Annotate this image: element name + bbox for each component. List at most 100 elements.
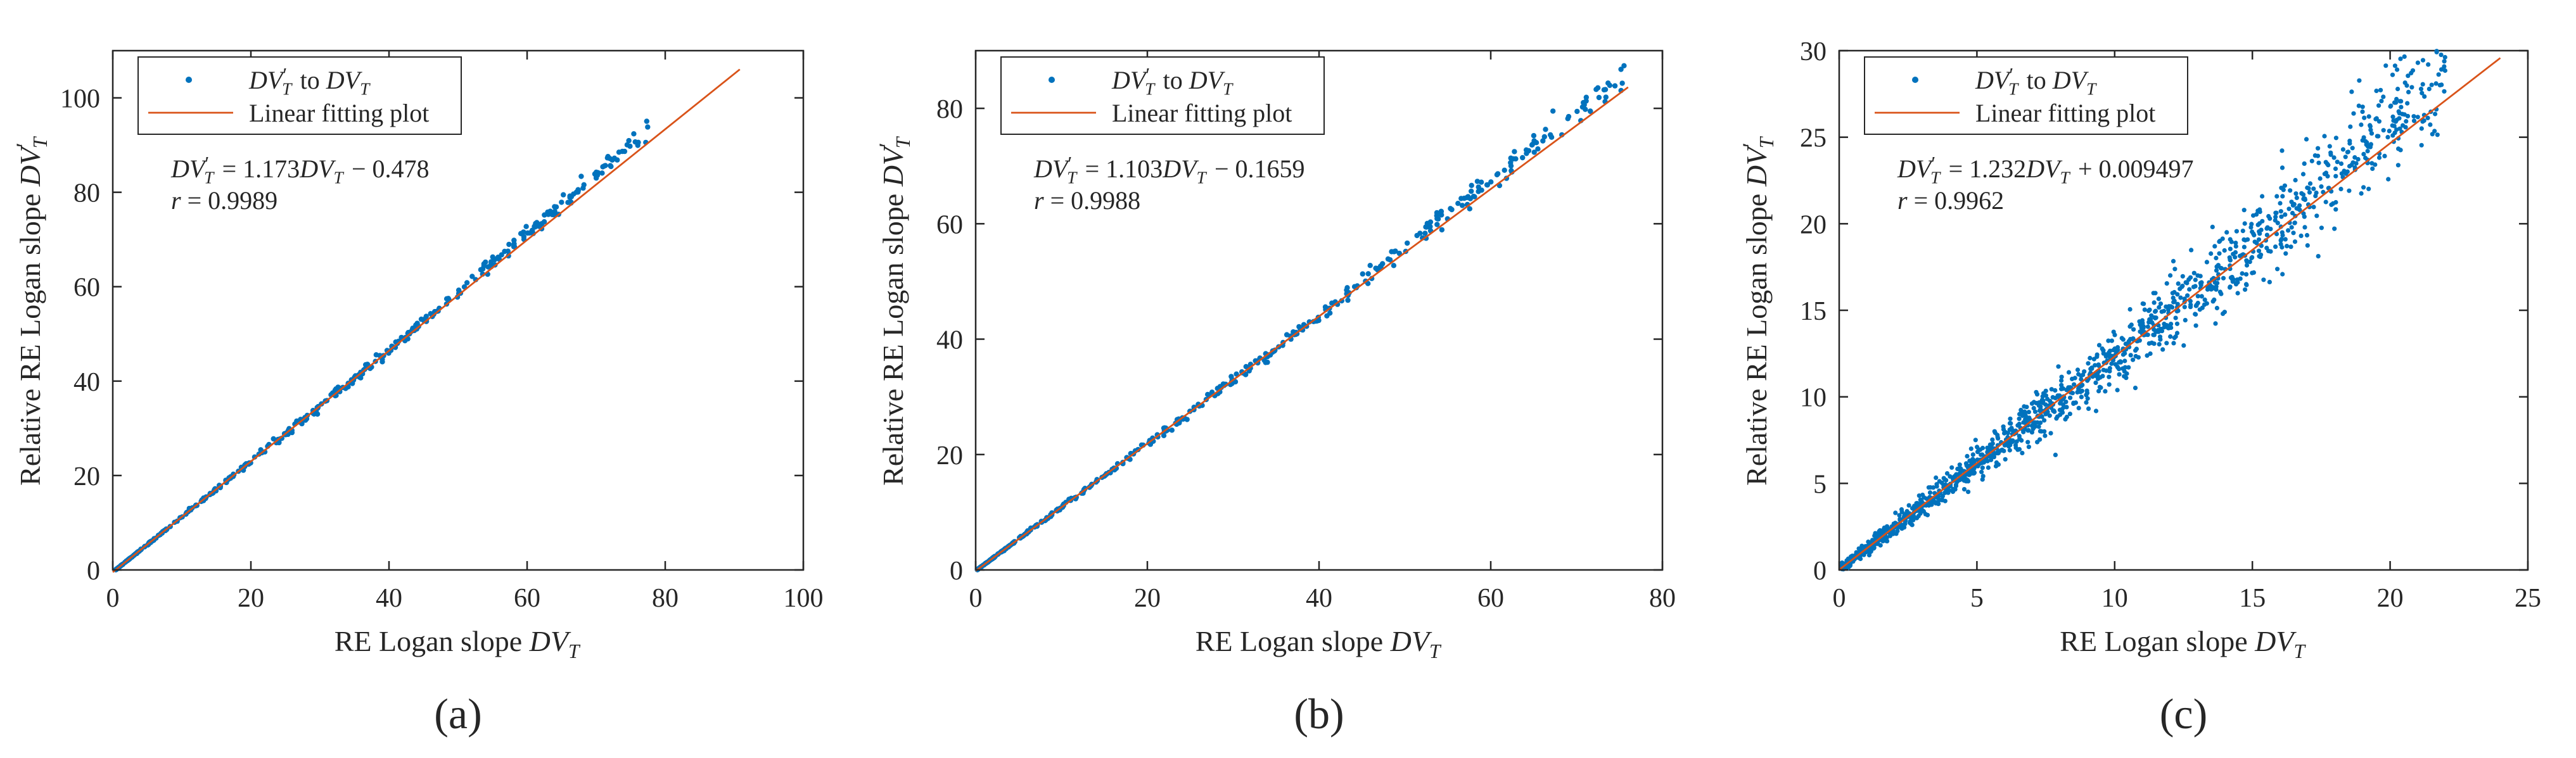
data-point [2133, 348, 2138, 353]
data-point [2395, 163, 2401, 168]
data-point [1923, 512, 1928, 517]
data-point [2177, 286, 2183, 291]
y-tick-label: 100 [60, 85, 100, 114]
legend: DV′ T to DVT Linear fitting plot [1000, 56, 1325, 135]
data-point [2399, 104, 2404, 110]
data-point [2111, 348, 2116, 353]
data-point [2383, 63, 2388, 68]
data-point [2053, 452, 2058, 458]
data-point [1469, 188, 1474, 194]
data-point [1228, 374, 1234, 379]
data-point [2279, 186, 2284, 191]
data-point [2240, 229, 2245, 234]
data-point [2035, 439, 2040, 445]
data-point [2348, 124, 2353, 129]
data-point [1946, 490, 1951, 495]
x-tick-label: 80 [1649, 584, 1676, 613]
data-point [2267, 279, 2272, 284]
data-point [2280, 148, 2285, 153]
data-point [2075, 367, 2081, 372]
data-point [2183, 318, 2188, 323]
data-point [1975, 464, 1980, 469]
data-point [1968, 446, 1973, 452]
correlation-coefficient: r = 0.9962 [1897, 186, 2004, 215]
data-point [2439, 53, 2444, 58]
data-point [1459, 203, 1465, 208]
legend-label-points: DV′ T to DVT [1111, 64, 1235, 99]
data-point [2093, 363, 2098, 368]
data-point [2360, 104, 2365, 110]
data-point [1469, 182, 1474, 188]
data-point [2194, 303, 2199, 308]
data-point [2131, 357, 2136, 362]
data-point [1508, 163, 1514, 169]
data-point [2001, 424, 2006, 429]
x-tick-label: 0 [1833, 584, 1846, 613]
data-point [1265, 359, 1270, 365]
data-point [2070, 376, 2075, 382]
data-point [2014, 439, 2019, 444]
fit-line [1839, 57, 2501, 571]
data-point [2442, 59, 2447, 64]
data-point [616, 149, 622, 155]
data-point [2037, 408, 2043, 414]
data-point [2212, 280, 2217, 285]
data-point [469, 274, 475, 279]
data-point [2294, 206, 2299, 211]
data-point [2026, 410, 2031, 415]
x-tick-label: 10 [2101, 584, 2128, 613]
data-point [2442, 68, 2447, 73]
data-point [1618, 66, 1624, 72]
data-point [1980, 477, 1985, 482]
data-point [1961, 487, 1967, 492]
data-point [2405, 101, 2410, 106]
data-point [2059, 386, 2064, 391]
data-point [2034, 401, 2039, 406]
data-point [1875, 534, 1880, 539]
y-tick-label: 20 [1800, 210, 1827, 239]
data-point [2309, 158, 2314, 163]
data-point [2376, 155, 2382, 160]
data-point [2185, 293, 2190, 298]
data-point [2369, 131, 2375, 136]
data-point [1488, 179, 1494, 185]
data-point [2219, 291, 2224, 296]
data-point [1612, 83, 1618, 89]
data-point [2302, 214, 2307, 219]
data-point [1541, 134, 1547, 140]
data-point [2294, 195, 2299, 200]
data-point [1934, 482, 1939, 487]
data-point [2406, 89, 2411, 94]
data-point [2316, 160, 2321, 165]
data-point [2347, 141, 2352, 146]
data-point [2233, 241, 2238, 246]
data-point [2039, 414, 2044, 419]
data-point [2170, 291, 2175, 296]
data-point [2289, 225, 2294, 230]
correlation-coefficient: r = 0.9988 [1034, 186, 1140, 215]
data-point [2186, 277, 2191, 282]
data-point [2426, 86, 2432, 92]
data-point [581, 182, 587, 187]
data-point [2107, 369, 2112, 374]
data-point [2038, 420, 2043, 426]
data-point [2221, 311, 2226, 316]
data-point [2204, 260, 2209, 265]
data-point [2432, 129, 2437, 134]
data-point [2349, 89, 2354, 94]
data-point [1859, 543, 1865, 548]
data-point [609, 157, 615, 163]
data-point [1910, 515, 1915, 521]
data-point [2174, 321, 2180, 326]
data-point [2066, 370, 2072, 375]
data-point [2266, 248, 2271, 253]
data-point [2396, 146, 2401, 151]
data-point [2209, 251, 2214, 256]
data-point [2026, 417, 2031, 422]
data-point [552, 208, 558, 214]
data-point [2157, 342, 2162, 347]
data-point [1619, 80, 1625, 86]
data-point [2291, 231, 2296, 236]
data-point [2314, 190, 2319, 196]
data-point [1981, 460, 1986, 465]
